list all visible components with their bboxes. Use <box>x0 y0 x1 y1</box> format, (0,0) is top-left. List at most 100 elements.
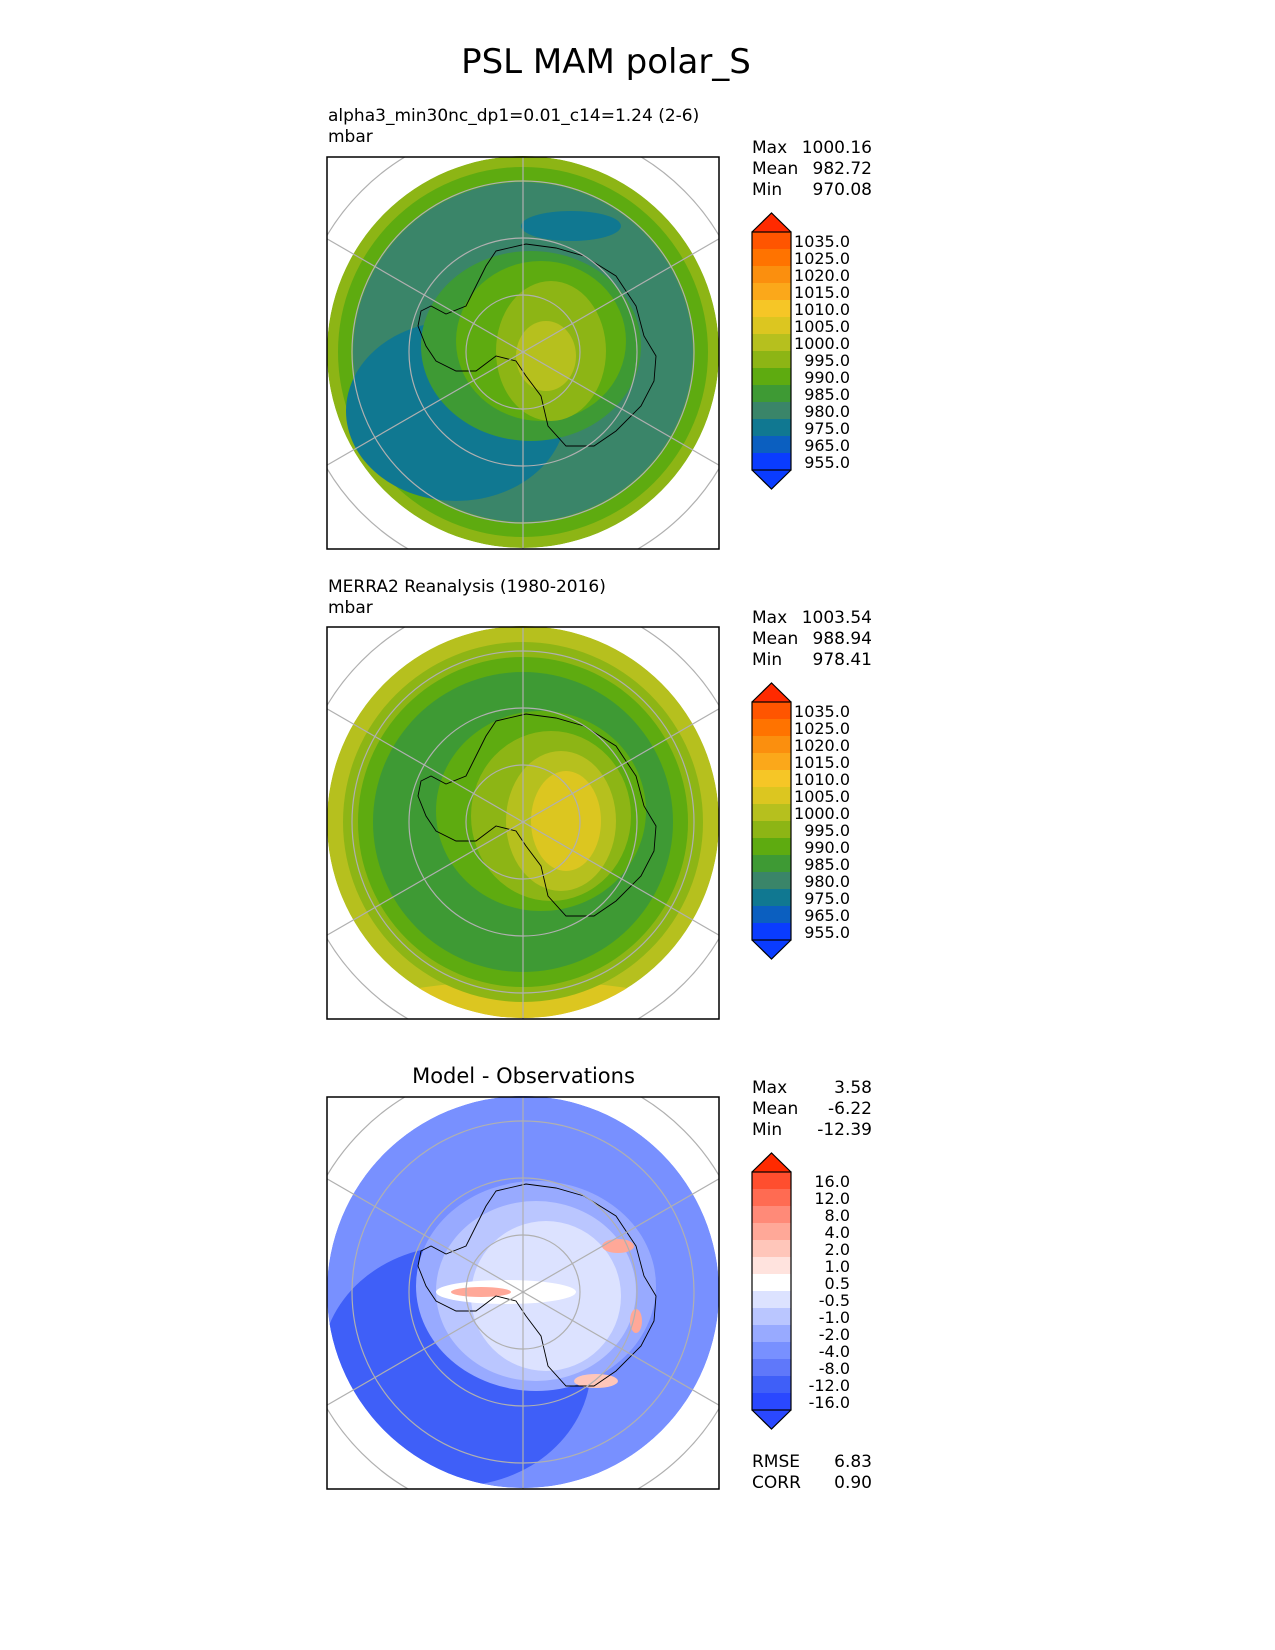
panel3-polar-map <box>326 1096 720 1490</box>
colorbar-band <box>752 804 791 822</box>
colorbar-tick-label: 985.0 <box>804 855 850 874</box>
panel1-title: alpha3_min30nc_dp1=0.01_c14=1.24 (2-6) m… <box>328 106 699 148</box>
colorbar-tick-label: 1.0 <box>824 1257 850 1276</box>
mean-value: -6.22 <box>828 1099 872 1119</box>
map-frame <box>326 1096 720 1490</box>
min-value: -12.39 <box>817 1120 872 1140</box>
colorbar-tick-label: 16.0 <box>814 1172 850 1191</box>
colorbar-extend-outline <box>751 939 792 960</box>
colorbar-band <box>752 855 791 873</box>
colorbar-tick-label: -2.0 <box>818 1325 850 1344</box>
corr-label: CORR <box>752 1473 801 1493</box>
contour-region <box>521 211 621 241</box>
colorbar-tick-label: 1035.0 <box>794 702 850 721</box>
colorbar-tick-label: 1025.0 <box>794 719 850 738</box>
colorbar-tick-label: -16.0 <box>808 1393 850 1412</box>
colorbar-band <box>752 1223 791 1241</box>
colorbar-tick-label: 985.0 <box>804 385 850 404</box>
rmse-label: RMSE <box>752 1452 801 1472</box>
colorbar-band <box>752 1359 791 1377</box>
colorbar-extend-outline <box>751 682 792 703</box>
colorbar-band <box>752 821 791 839</box>
colorbar-tick-label: 0.5 <box>824 1274 850 1293</box>
colorbar-frame <box>751 1171 792 1411</box>
min-label: Min <box>752 180 783 200</box>
colorbar-band <box>752 351 791 369</box>
colorbar-band <box>752 249 791 267</box>
colorbar-tick-label: 975.0 <box>804 889 850 908</box>
colorbar-band <box>752 1325 791 1343</box>
max-value: 1003.54 <box>801 608 872 628</box>
colorbar-frame <box>751 231 792 471</box>
colorbar-tick-label: 965.0 <box>804 436 850 455</box>
colorbar-band <box>752 838 791 856</box>
colorbar-band <box>752 1308 791 1326</box>
colorbar-tick-label: 1005.0 <box>794 787 850 806</box>
colorbar-tick-label: 955.0 <box>804 923 850 942</box>
colorbar-tick-label: 1015.0 <box>794 283 850 302</box>
corr-value: 0.90 <box>834 1473 872 1493</box>
colorbar-tick-label: -0.5 <box>818 1291 850 1310</box>
colorbar-band <box>752 1240 791 1258</box>
colorbar-extend-top <box>752 213 791 232</box>
colorbar-tick-label: 12.0 <box>814 1189 850 1208</box>
panel2-stats: Max 1003.54 Mean 988.94 Min 978.41 <box>752 608 872 671</box>
panel2-case-name: MERRA2 Reanalysis (1980-2016) <box>328 577 606 597</box>
panel2-title: MERRA2 Reanalysis (1980-2016) mbar <box>328 577 606 619</box>
colorbar-extend-outline <box>751 469 792 490</box>
mean-label: Mean <box>752 629 799 649</box>
panel1-units: mbar <box>328 127 373 147</box>
meridian-line <box>327 238 719 466</box>
colorbar-tick-label: 995.0 <box>804 821 850 840</box>
contour-region <box>531 771 601 871</box>
colorbar-band <box>752 1189 791 1207</box>
colorbar-tick-label: -4.0 <box>818 1342 850 1361</box>
colorbar-band <box>752 300 791 318</box>
colorbar-extend-bottom <box>752 1410 791 1429</box>
colorbar-band <box>752 770 791 788</box>
colorbar-tick-label: -8.0 <box>818 1359 850 1378</box>
panel3-stats: Max 3.58 Mean -6.22 Min -12.39 <box>752 1078 872 1141</box>
map-frame <box>326 626 720 1020</box>
colorbar-tick-label: 980.0 <box>804 402 850 421</box>
colorbar-band <box>752 385 791 403</box>
colorbar-extend-top <box>752 683 791 702</box>
colorbar-tick-label: 1020.0 <box>794 736 850 755</box>
colorbar-extend-bottom <box>752 940 791 959</box>
colorbar-tick-label: 1000.0 <box>794 804 850 823</box>
colorbar-band <box>752 736 791 754</box>
colorbar-tick-label: 8.0 <box>824 1206 850 1225</box>
max-label: Max <box>752 1078 788 1098</box>
meridian-line <box>327 1178 719 1406</box>
colorbar-tick-label: 1005.0 <box>794 317 850 336</box>
colorbar-band <box>752 334 791 352</box>
colorbar-tick-label: 1010.0 <box>794 770 850 789</box>
mean-label: Mean <box>752 159 799 179</box>
max-value: 3.58 <box>834 1078 872 1098</box>
colorbar-band <box>752 453 791 471</box>
colorbar-band <box>752 317 791 335</box>
figure-title: PSL MAM polar_S <box>461 42 751 82</box>
min-label: Min <box>752 1120 783 1140</box>
colorbar-band <box>752 923 791 941</box>
meridian-line <box>327 708 719 936</box>
max-label: Max <box>752 608 788 628</box>
colorbar-band <box>752 1172 791 1190</box>
colorbar-band <box>752 1376 791 1394</box>
colorbar-band <box>752 266 791 284</box>
colorbar-tick-label: 1015.0 <box>794 753 850 772</box>
contour-region <box>630 1309 642 1333</box>
colorbar-tick-label: 2.0 <box>824 1240 850 1259</box>
colorbar-band <box>752 872 791 890</box>
colorbar-tick-label: 990.0 <box>804 368 850 387</box>
coastline <box>417 713 657 917</box>
mean-label: Mean <box>752 1099 799 1119</box>
mean-value: 982.72 <box>812 159 872 179</box>
graticule <box>327 627 719 1019</box>
rmse-value: 6.83 <box>834 1452 872 1472</box>
colorbar-band <box>752 753 791 771</box>
colorbar-tick-label: -1.0 <box>818 1308 850 1327</box>
colorbar-tick-label: -12.0 <box>808 1376 850 1395</box>
panel3-colorbar <box>751 1152 792 1430</box>
